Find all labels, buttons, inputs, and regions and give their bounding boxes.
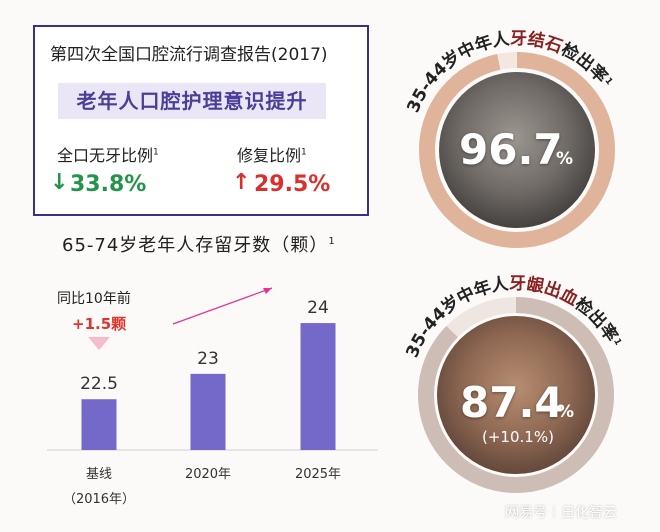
annotation-label: 同比10年前 (57, 291, 131, 307)
restoration-value: 29.5% (254, 172, 331, 197)
tartar-rate-value: 96.7 (459, 125, 563, 174)
bar-1 (190, 373, 226, 450)
category-sublabel-0: （2016年） (63, 492, 135, 507)
chart-title: 65-74岁老年人存留牙数（颗）1 (62, 235, 336, 256)
survey-title: 第四次全国口腔流行调查报告(2017) (50, 45, 328, 65)
bleeding-rate-value: 87.4 (460, 378, 564, 427)
edentulous-label: 全口无牙比例1 (57, 146, 159, 165)
bar-2 (300, 323, 336, 450)
bleeding-rate-unit: % (557, 402, 575, 422)
theme-banner (58, 83, 326, 119)
ring-caption-footnote-1: 1 (611, 337, 623, 347)
edentulous-value: 33.8% (70, 172, 147, 197)
watermark: 网易号｜日化智云 (505, 505, 617, 521)
trend-arrow-head (263, 288, 272, 294)
tartar-rate-unit: % (556, 149, 574, 169)
trend-arrow-line (172, 287, 273, 325)
bar-value-label-1: 23 (197, 349, 219, 369)
bar-0 (81, 399, 117, 450)
gum-bleeding-photo (437, 316, 595, 474)
bleeding-rate-change: (+10.1%) (482, 428, 554, 446)
down-arrow-icon: ↓ (50, 170, 69, 195)
ring-progress-0 (419, 52, 615, 248)
survey-panel (33, 25, 369, 216)
bar-value-label-0: 22.5 (80, 374, 118, 394)
restoration-label: 修复比例1 (237, 146, 307, 165)
ring-progress-1 (418, 297, 614, 493)
up-arrow-icon: ↑ (232, 170, 251, 195)
theme-text: 老年人口腔护理意识提升 (76, 89, 308, 113)
category-label-2: 2025年 (295, 467, 341, 482)
annotation-pointer (88, 337, 110, 350)
ring-caption-footnote-0: 1 (602, 76, 614, 87)
bar-chart: 22.5 基线 （2016年） 23 2020年 24 2025年 (47, 287, 378, 507)
bar-value-label-2: 24 (307, 298, 329, 318)
category-label-1: 2020年 (185, 467, 231, 482)
annotation-value: +1.5颗 (72, 315, 127, 333)
tartar-photo (439, 72, 595, 228)
category-label-0: 基线 (86, 467, 112, 482)
